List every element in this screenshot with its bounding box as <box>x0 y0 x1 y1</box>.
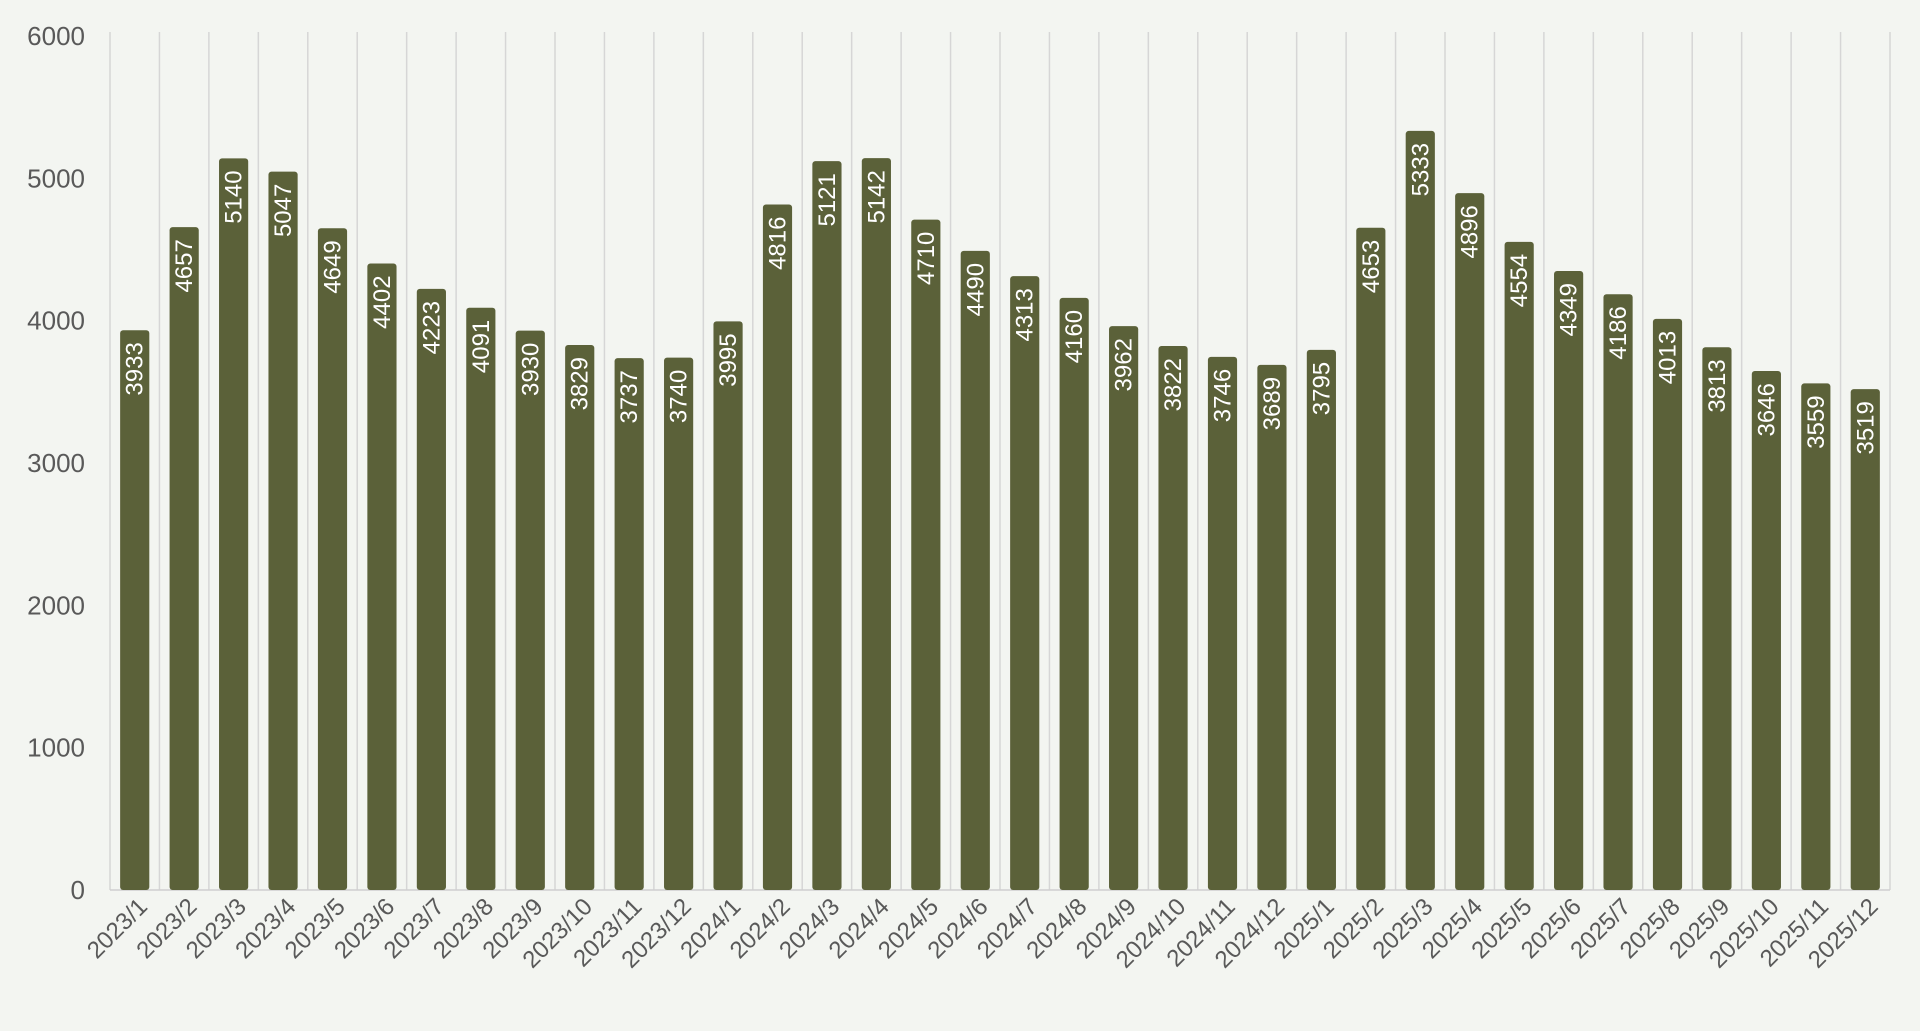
bar <box>1801 383 1831 890</box>
bar <box>416 288 446 890</box>
data-label: 4710 <box>913 232 940 285</box>
data-label: 3822 <box>1160 358 1187 411</box>
bar <box>1850 389 1880 890</box>
data-label: 4490 <box>962 263 989 316</box>
bar <box>565 345 595 890</box>
bar <box>1702 347 1732 891</box>
data-label: 3689 <box>1259 377 1286 430</box>
bar <box>1603 294 1633 891</box>
bar <box>960 250 990 890</box>
bar <box>911 219 941 891</box>
data-label: 4816 <box>765 217 792 270</box>
bar <box>169 227 199 890</box>
data-label: 4223 <box>418 301 445 354</box>
data-label: 3962 <box>1111 338 1138 391</box>
data-label: 5047 <box>270 184 297 237</box>
data-label: 5142 <box>863 170 890 223</box>
x-axis: 2023/12023/22023/32023/42023/52023/62023… <box>82 893 1884 973</box>
bars <box>120 130 1880 891</box>
data-label: 4349 <box>1556 283 1583 336</box>
bar <box>1652 318 1683 890</box>
bar <box>1504 241 1534 891</box>
bar <box>1405 130 1435 890</box>
data-label: 4313 <box>1012 288 1039 341</box>
data-label: 5333 <box>1407 143 1434 196</box>
data-label: 3995 <box>715 333 742 386</box>
bar <box>268 171 298 890</box>
data-label: 4653 <box>1358 240 1385 293</box>
data-label: 4554 <box>1506 254 1533 307</box>
y-tick-label: 0 <box>71 875 85 905</box>
bar <box>1059 297 1089 891</box>
y-tick-label: 1000 <box>27 733 85 763</box>
data-label: 3795 <box>1308 362 1335 415</box>
data-label: 4896 <box>1457 205 1484 258</box>
bar <box>515 330 545 890</box>
bar <box>762 204 793 891</box>
data-label: 4186 <box>1605 306 1632 359</box>
data-label: 5140 <box>221 170 248 223</box>
data-label: 3519 <box>1852 401 1879 454</box>
y-tick-label: 5000 <box>27 163 85 193</box>
y-tick-label: 6000 <box>27 21 85 51</box>
data-label: 3930 <box>517 343 544 396</box>
gridlines <box>109 32 1891 891</box>
bar <box>1207 356 1238 890</box>
data-label: 3646 <box>1753 383 1780 436</box>
bar <box>1751 371 1781 890</box>
bar <box>1158 346 1188 890</box>
data-label: 4160 <box>1061 310 1088 363</box>
bar <box>466 307 496 890</box>
bar <box>713 321 743 891</box>
y-axis: 0 1000 2000 3000 4000 5000 6000 <box>27 21 85 905</box>
bar <box>1257 364 1287 890</box>
data-label: 3813 <box>1704 359 1731 412</box>
data-label: 4013 <box>1655 331 1682 384</box>
bar <box>120 330 150 890</box>
bar <box>367 263 397 890</box>
data-label: 4657 <box>171 239 198 292</box>
bar <box>1455 193 1485 891</box>
data-label: 3746 <box>1210 369 1237 422</box>
data-label: 4649 <box>320 240 347 293</box>
data-label: 3737 <box>616 370 643 423</box>
y-tick-label: 2000 <box>27 590 85 620</box>
data-label: 3829 <box>567 357 594 410</box>
bar <box>219 158 249 890</box>
data-label: 4091 <box>468 320 495 373</box>
bar <box>1010 276 1040 890</box>
y-tick-label: 4000 <box>27 306 85 336</box>
bar <box>1306 349 1336 891</box>
bar <box>1554 270 1584 891</box>
bar <box>1109 326 1139 891</box>
bar <box>861 158 891 890</box>
bar <box>614 358 644 890</box>
data-label: 5121 <box>814 173 841 226</box>
bar <box>812 161 842 891</box>
data-labels: 3933 4657 5140 5047 4649 4402 4223 4091 3930 3829… <box>122 143 1880 455</box>
bar <box>1356 227 1386 890</box>
data-label: 4402 <box>369 275 396 328</box>
y-tick-label: 3000 <box>27 448 85 478</box>
bar <box>317 228 348 890</box>
data-label: 3740 <box>666 370 693 423</box>
bar <box>664 357 694 890</box>
data-label: 3559 <box>1803 395 1830 448</box>
data-label: 3933 <box>122 342 149 395</box>
